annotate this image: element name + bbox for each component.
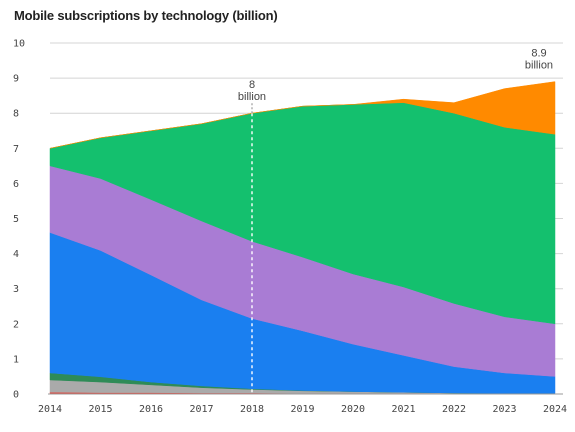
x-tick-label: 2014 [38, 404, 62, 415]
y-tick-label: 3 [13, 284, 19, 295]
y-tick-label: 2 [13, 319, 19, 330]
x-tick-label: 2022 [442, 404, 466, 415]
y-tick-label: 8 [13, 109, 19, 120]
area-series-group [49, 81, 556, 395]
y-tick-label: 4 [13, 249, 19, 260]
area-series-6 [49, 81, 556, 149]
y-tick-label: 6 [13, 179, 19, 190]
x-tick-label: 2024 [543, 404, 567, 415]
x-tick-label: 2017 [189, 404, 213, 415]
y-tick-label: 9 [13, 74, 19, 85]
x-tick-label: 2018 [240, 404, 264, 415]
annotation-label: billion [238, 91, 266, 103]
x-tick-label: 2021 [391, 404, 415, 415]
axes: 0 1 2 3 4 5 6 7 8 9 10 2014 2015 2016 2017 2018 2019 2020… [13, 39, 567, 416]
y-tick-label: 0 [13, 390, 19, 401]
y-tick-label: 10 [13, 39, 25, 50]
x-tick-label: 2019 [290, 404, 314, 415]
annotation-label: 8 [249, 79, 255, 91]
y-tick-label: 5 [13, 214, 19, 225]
x-tick-label: 2015 [88, 404, 112, 415]
annotation-label: billion [525, 60, 553, 72]
annotation-label: 8.9 [531, 48, 546, 60]
y-tick-label: 7 [13, 144, 19, 155]
x-tick-label: 2023 [492, 404, 516, 415]
y-tick-label: 1 [13, 354, 19, 365]
chart-title: Mobile subscriptions by technology (bill… [14, 8, 278, 23]
x-tick-label: 2020 [341, 404, 365, 415]
x-tick-label: 2016 [139, 404, 163, 415]
